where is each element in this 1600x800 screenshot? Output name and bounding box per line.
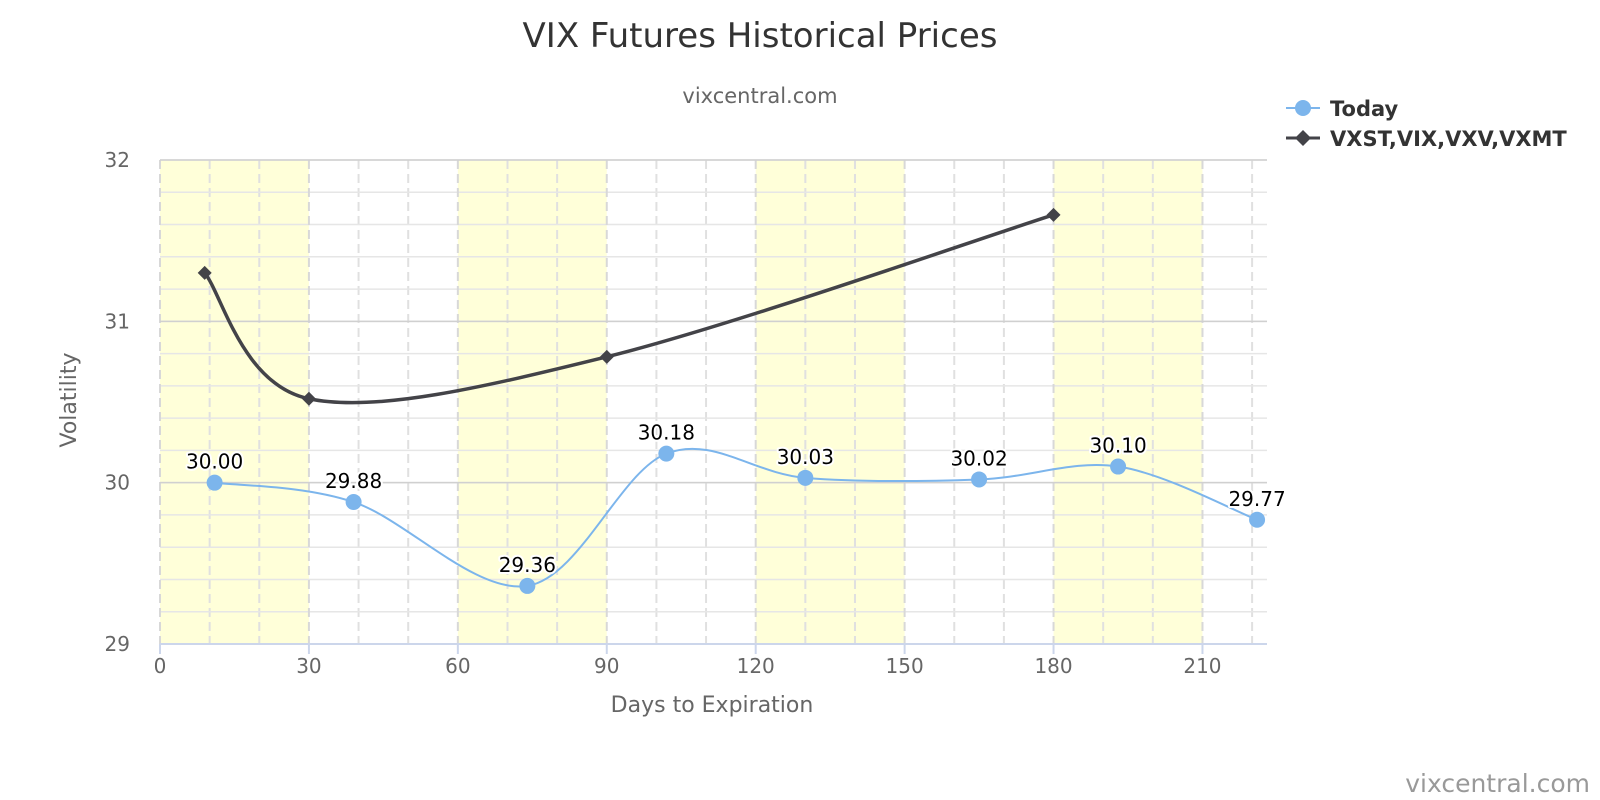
plot-band xyxy=(160,160,309,644)
x-tick-label: 150 xyxy=(886,654,924,678)
term-structure-point xyxy=(1046,207,1061,222)
x-axis-title: Days to Expiration xyxy=(611,693,814,718)
series-lines xyxy=(197,207,1266,594)
y-axis-title: Volatility xyxy=(57,352,82,447)
x-tick-label: 210 xyxy=(1183,654,1221,678)
x-tick-label: 120 xyxy=(737,654,775,678)
today-point xyxy=(1110,458,1127,475)
y-tick-label: 30 xyxy=(105,471,130,495)
today-data-label: 30.18 xyxy=(638,421,695,445)
y-tick-label: 32 xyxy=(105,148,130,172)
chart-title: VIX Futures Historical Prices xyxy=(523,16,998,56)
today-data-label: 29.36 xyxy=(499,553,556,577)
today-data-label: 29.77 xyxy=(1228,487,1285,511)
axes: 0 30 60 90 120 150 180 210 29 30 31 32 xyxy=(105,148,1267,678)
today-point xyxy=(658,445,675,462)
today-data-label: 29.88 xyxy=(325,469,382,493)
plot-band xyxy=(457,160,607,644)
today-point xyxy=(797,469,814,486)
today-point xyxy=(1249,511,1266,528)
legend-diamond-marker xyxy=(1295,130,1311,146)
legend-item-term-structure[interactable]: VXST,VIX,VXV,VXMT xyxy=(1286,127,1567,151)
y-tick-label: 31 xyxy=(105,309,130,333)
series-line-today xyxy=(214,447,1258,588)
legend-label-term-structure: VXST,VIX,VXV,VXMT xyxy=(1330,127,1567,151)
today-point xyxy=(206,474,223,491)
today-point xyxy=(345,494,362,511)
x-tick-label: 0 xyxy=(154,654,167,678)
chart-subtitle: vixcentral.com xyxy=(682,84,837,108)
legend-label-today: Today xyxy=(1330,97,1399,121)
plot-band xyxy=(1053,160,1203,644)
today-data-label: 30.03 xyxy=(777,445,834,469)
series-line-term-structure xyxy=(203,213,1055,405)
x-tick-label: 180 xyxy=(1034,654,1072,678)
y-tick-label: 29 xyxy=(105,632,130,656)
today-data-label: 30.00 xyxy=(186,450,243,474)
x-tick-label: 90 xyxy=(594,654,619,678)
today-point xyxy=(519,577,536,594)
today-data-label: 30.02 xyxy=(950,446,1007,470)
legend-circle-marker xyxy=(1295,100,1311,116)
legend-item-today[interactable]: Today xyxy=(1286,97,1399,121)
data-labels: 30.00 29.88 29.36 30.18 30.03 30.02 30.10 29.77 xyxy=(184,419,1288,579)
x-tick-label: 30 xyxy=(296,654,321,678)
plot-band xyxy=(755,160,905,644)
today-point xyxy=(971,471,988,488)
term-structure-point xyxy=(197,265,212,280)
x-tick-label: 60 xyxy=(445,654,470,678)
plot-bands xyxy=(160,160,1203,644)
term-structure-point xyxy=(599,349,614,364)
legend: Today VXST,VIX,VXV,VXMT xyxy=(1286,97,1567,151)
term-structure-point xyxy=(301,391,316,406)
credit-link[interactable]: vixcentral.com xyxy=(1405,769,1590,798)
today-data-label: 30.10 xyxy=(1089,434,1146,458)
